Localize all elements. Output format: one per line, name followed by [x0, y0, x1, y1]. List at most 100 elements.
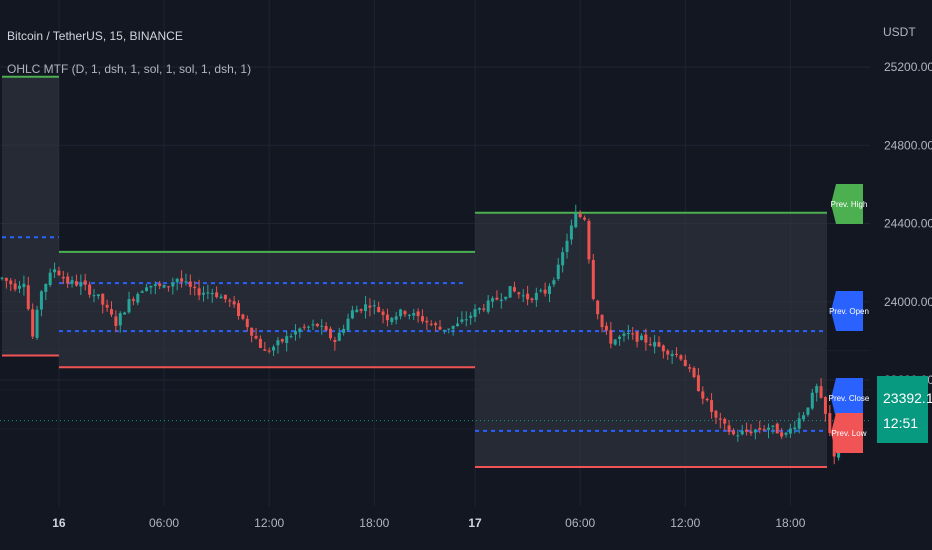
- candle-body: [491, 298, 495, 302]
- candle-body: [197, 288, 201, 296]
- price-tick-label: 25200.00: [884, 60, 932, 74]
- candle-body: [631, 333, 635, 335]
- candle-body: [569, 225, 573, 240]
- candle-body: [92, 295, 96, 297]
- daily-level-lines: [2, 75, 827, 469]
- candle-body: [499, 299, 503, 302]
- candle-body: [412, 312, 416, 316]
- candle-body: [679, 355, 683, 360]
- candle-body: [753, 429, 757, 433]
- candle-body: [346, 318, 350, 330]
- candle-body: [819, 386, 823, 398]
- candle-body: [372, 305, 376, 307]
- candle-body: [447, 328, 451, 330]
- candle-body: [114, 316, 118, 326]
- candle-body: [539, 290, 543, 292]
- candle-body: [837, 450, 841, 458]
- candle-body: [272, 346, 276, 351]
- candle-body: [48, 272, 52, 286]
- candle-body: [329, 328, 332, 339]
- candle-body: [26, 285, 30, 310]
- candle-body: [583, 217, 587, 220]
- candle-body: [232, 301, 236, 305]
- candle-body: [162, 285, 166, 288]
- candle-body: [145, 287, 149, 291]
- candle-body: [810, 392, 814, 409]
- candle-body: [166, 286, 170, 288]
- symbol-title[interactable]: Bitcoin / TetherUS, 15, BINANCE: [7, 29, 183, 43]
- candle-body: [333, 339, 337, 343]
- candle-body: [574, 213, 578, 228]
- candle-body: [604, 325, 608, 331]
- candle-body: [267, 350, 271, 352]
- candle-body: [285, 336, 289, 343]
- level-tag-open-label: Prev. Open: [829, 307, 869, 316]
- candle-body: [210, 292, 214, 295]
- candle-body: [171, 282, 175, 287]
- candle-body: [61, 276, 65, 279]
- candle-body: [123, 312, 127, 315]
- candle-body: [596, 300, 600, 315]
- level-tags: Prev. High Prev. Open Prev. Close Prev. Low: [829, 184, 870, 453]
- candle-body: [149, 285, 153, 288]
- candle-body: [438, 326, 442, 330]
- candle-body: [337, 332, 341, 341]
- candle-body: [723, 418, 727, 424]
- candle-body: [705, 398, 709, 401]
- candle-body: [320, 325, 324, 327]
- candle-body: [767, 427, 770, 430]
- candle-body: [394, 316, 398, 320]
- candle-body: [131, 299, 135, 301]
- time-tick-label: 06:00: [565, 516, 595, 530]
- last-price-tag-box: [877, 376, 928, 443]
- candle-body: [153, 284, 157, 286]
- candle-body: [534, 292, 538, 301]
- candle-body: [802, 415, 806, 420]
- candle-body: [482, 308, 486, 310]
- candle-body: [797, 418, 801, 429]
- candle-body: [298, 328, 302, 333]
- price-tick-label: 24400.00: [884, 217, 932, 231]
- candle-body: [736, 435, 740, 437]
- candle-body: [368, 305, 372, 308]
- bar-countdown: 12:51: [883, 415, 918, 431]
- candle-body: [105, 304, 109, 308]
- candle-body: [31, 309, 35, 337]
- candle-body: [648, 344, 652, 346]
- candle-body: [429, 323, 433, 325]
- level-tag-low-label: Prev. Low: [832, 429, 867, 438]
- candle-body: [469, 315, 473, 318]
- day-range-box: [475, 212, 827, 468]
- candle-body: [565, 240, 569, 252]
- candle-body: [403, 311, 407, 315]
- candle-body: [377, 307, 381, 313]
- candle-body: [460, 319, 464, 322]
- candle-body: [9, 280, 13, 285]
- candle-body: [688, 367, 692, 369]
- candle-body: [241, 314, 245, 319]
- candle-body: [517, 292, 521, 295]
- candle-body: [425, 320, 429, 323]
- level-tag-low-shape: [831, 413, 863, 453]
- candle-body: [302, 326, 306, 328]
- candle-body: [342, 328, 346, 333]
- candle-body: [180, 278, 184, 282]
- candle-body: [780, 432, 784, 437]
- time-axis[interactable]: 16 06:00 12:00 18:00 17 06:00 12:00 18:00: [52, 516, 805, 530]
- price-tick-label: 24800.00: [884, 138, 932, 152]
- candle-body: [718, 418, 722, 420]
- level-tag-close-shape: [831, 378, 863, 418]
- candle-body: [175, 278, 179, 283]
- indicator-title[interactable]: OHLC MTF (D, 1, dsh, 1, sol, 1, sol, 1, …: [7, 62, 251, 76]
- candle-body: [828, 413, 832, 434]
- candle-body: [53, 269, 57, 273]
- candle-body: [613, 339, 617, 345]
- candle-body: [731, 430, 735, 435]
- candle-body: [683, 359, 687, 367]
- candle-body: [788, 428, 792, 434]
- candle-body: [311, 324, 315, 326]
- candle-body: [714, 410, 718, 418]
- candle-body: [477, 308, 481, 310]
- candle-body: [512, 287, 516, 292]
